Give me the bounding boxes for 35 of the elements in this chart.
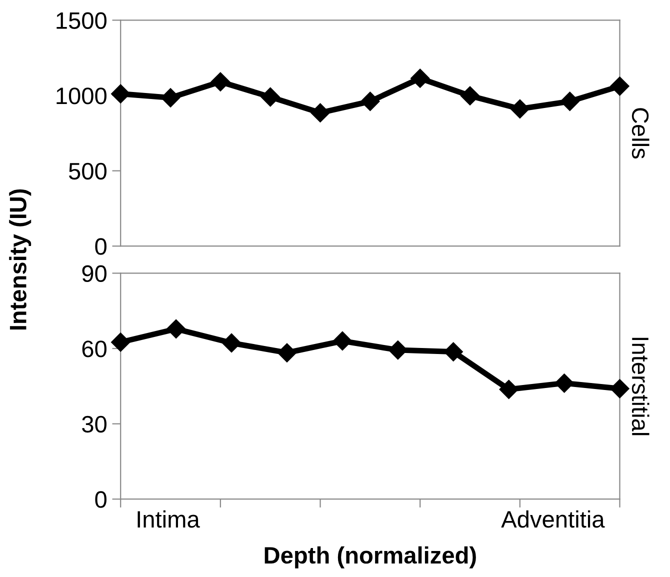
point xyxy=(610,379,630,398)
point xyxy=(160,88,180,108)
point xyxy=(444,342,463,362)
point xyxy=(410,68,430,88)
text: Adventitia xyxy=(501,510,605,528)
y-tick-label: 0 xyxy=(95,238,106,255)
point xyxy=(111,84,130,104)
y-tick-label: 30 xyxy=(82,416,106,433)
point xyxy=(332,331,352,351)
point xyxy=(166,319,186,338)
point xyxy=(388,340,408,360)
point xyxy=(610,76,630,96)
y-tick-label: 1000 xyxy=(56,88,106,104)
y-tick-label: 90 xyxy=(82,265,106,282)
point xyxy=(210,72,230,92)
point xyxy=(111,332,130,352)
point xyxy=(510,99,530,118)
y-tick-label: 1500 xyxy=(56,12,106,29)
y-axis-title: Intensity (IU) xyxy=(9,189,32,330)
point xyxy=(460,86,480,106)
point xyxy=(560,92,580,111)
y-tick-label: 500 xyxy=(68,162,106,180)
point xyxy=(499,380,518,399)
point xyxy=(277,343,297,362)
y2-axis-title: Interstitial xyxy=(632,338,650,436)
y-tick-label: 60 xyxy=(82,340,106,358)
y-tick-label: 0 xyxy=(95,491,106,508)
point xyxy=(222,333,242,353)
point xyxy=(360,92,380,111)
x-axis-title: Depth (normalized) xyxy=(264,546,476,568)
text: Intima xyxy=(138,510,200,528)
point xyxy=(260,87,280,107)
y2-axis-title: Cells xyxy=(632,108,650,159)
point xyxy=(310,103,330,122)
point xyxy=(554,374,574,393)
